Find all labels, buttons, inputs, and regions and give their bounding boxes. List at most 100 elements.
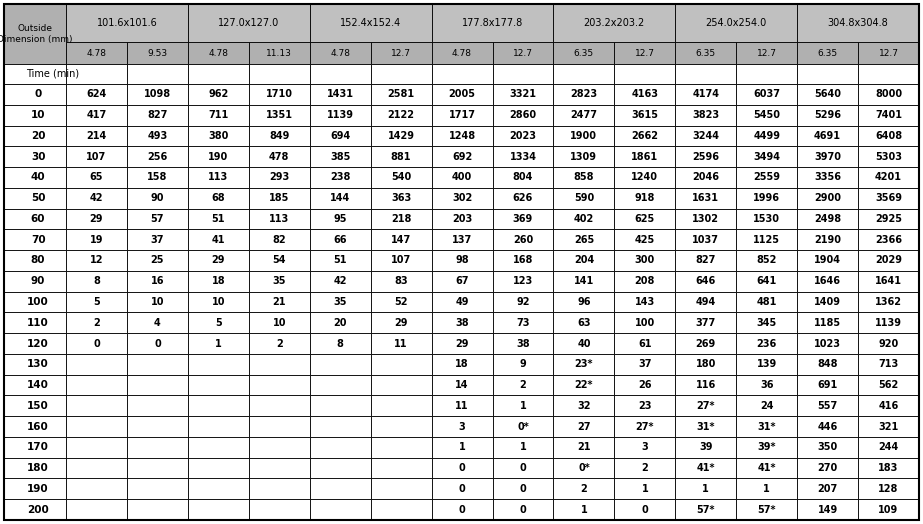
- Bar: [249, 105, 310, 126]
- Text: 40: 40: [577, 339, 591, 348]
- Bar: [737, 333, 797, 354]
- Bar: [4, 146, 66, 167]
- Bar: [493, 416, 554, 437]
- Bar: [615, 42, 676, 64]
- Bar: [127, 146, 188, 167]
- Bar: [615, 292, 676, 312]
- Bar: [371, 209, 432, 230]
- Text: 1: 1: [641, 484, 648, 494]
- Bar: [432, 230, 493, 250]
- Bar: [4, 437, 66, 458]
- Bar: [797, 396, 858, 416]
- Text: 962: 962: [209, 90, 229, 100]
- Bar: [737, 250, 797, 271]
- Bar: [615, 437, 676, 458]
- Text: 540: 540: [391, 172, 412, 182]
- Text: 2190: 2190: [814, 235, 841, 245]
- Text: 137: 137: [452, 235, 473, 245]
- Bar: [127, 230, 188, 250]
- Text: 4691: 4691: [814, 131, 841, 141]
- Text: 29: 29: [90, 214, 103, 224]
- Bar: [249, 146, 310, 167]
- Bar: [493, 396, 554, 416]
- Bar: [127, 271, 188, 292]
- Bar: [4, 375, 66, 396]
- Bar: [127, 354, 188, 375]
- Text: 113: 113: [209, 172, 229, 182]
- Text: 11: 11: [455, 401, 469, 411]
- Bar: [676, 458, 737, 478]
- Text: 110: 110: [27, 318, 49, 328]
- Text: 8: 8: [337, 339, 343, 348]
- Bar: [371, 105, 432, 126]
- Bar: [858, 146, 919, 167]
- Bar: [310, 499, 371, 520]
- Bar: [188, 126, 249, 146]
- Bar: [737, 167, 797, 188]
- Bar: [4, 84, 66, 105]
- Bar: [858, 209, 919, 230]
- Bar: [371, 167, 432, 188]
- Text: 244: 244: [879, 442, 899, 452]
- Text: 100: 100: [27, 297, 49, 307]
- Text: 57: 57: [150, 214, 164, 224]
- Text: 1904: 1904: [814, 256, 841, 266]
- Text: 36: 36: [760, 380, 773, 390]
- Bar: [127, 333, 188, 354]
- Text: 304.8x304.8: 304.8x304.8: [828, 18, 889, 28]
- Bar: [4, 333, 66, 354]
- Bar: [249, 499, 310, 520]
- Text: 20: 20: [30, 131, 45, 141]
- Text: 425: 425: [635, 235, 655, 245]
- Bar: [310, 312, 371, 333]
- Text: 4: 4: [154, 318, 161, 328]
- Text: 1037: 1037: [692, 235, 719, 245]
- Bar: [676, 396, 737, 416]
- Bar: [249, 42, 310, 64]
- Text: Outside
Dimension (mm): Outside Dimension (mm): [0, 24, 73, 43]
- Bar: [797, 4, 919, 42]
- Bar: [615, 126, 676, 146]
- Bar: [4, 188, 66, 209]
- Text: 380: 380: [208, 131, 229, 141]
- Text: 2: 2: [581, 484, 587, 494]
- Bar: [432, 84, 493, 105]
- Bar: [249, 396, 310, 416]
- Bar: [797, 458, 858, 478]
- Text: 11.13: 11.13: [267, 49, 293, 58]
- Text: 6408: 6408: [875, 131, 902, 141]
- Text: 4.78: 4.78: [87, 49, 106, 58]
- Bar: [554, 292, 615, 312]
- Text: 180: 180: [27, 463, 49, 473]
- Bar: [858, 84, 919, 105]
- Text: 1: 1: [581, 505, 587, 515]
- Text: 10: 10: [30, 110, 45, 120]
- Bar: [66, 375, 127, 396]
- Text: 107: 107: [87, 151, 106, 162]
- Text: 1: 1: [702, 484, 709, 494]
- Text: 51: 51: [211, 214, 225, 224]
- Text: 21: 21: [577, 442, 591, 452]
- Bar: [676, 271, 737, 292]
- Text: 203.2x203.2: 203.2x203.2: [583, 18, 645, 28]
- Bar: [615, 250, 676, 271]
- Text: 5: 5: [93, 297, 100, 307]
- Bar: [4, 209, 66, 230]
- Bar: [615, 416, 676, 437]
- Text: 2029: 2029: [875, 256, 902, 266]
- Text: 377: 377: [696, 318, 716, 328]
- Bar: [249, 209, 310, 230]
- Bar: [676, 84, 737, 105]
- Text: 95: 95: [333, 214, 347, 224]
- Bar: [554, 84, 615, 105]
- Bar: [371, 188, 432, 209]
- Text: 1185: 1185: [814, 318, 841, 328]
- Bar: [66, 354, 127, 375]
- Text: 2122: 2122: [388, 110, 414, 120]
- Text: 270: 270: [818, 463, 838, 473]
- Text: 1431: 1431: [327, 90, 354, 100]
- Bar: [554, 230, 615, 250]
- Bar: [858, 458, 919, 478]
- Bar: [615, 375, 676, 396]
- Text: 3321: 3321: [509, 90, 536, 100]
